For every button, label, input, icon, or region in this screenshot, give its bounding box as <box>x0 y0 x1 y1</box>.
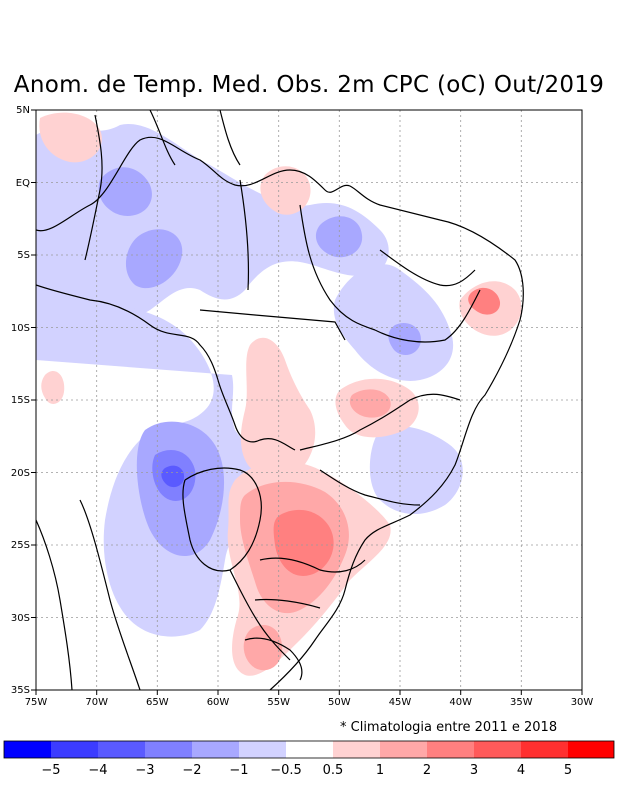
warm-anomaly-center <box>240 337 316 480</box>
map-title: Anom. de Temp. Med. Obs. 2m CPC (oC) Out… <box>13 72 605 98</box>
lon-label: 40W <box>449 697 472 708</box>
lat-label: 25S <box>11 540 30 551</box>
cold-anomaly-east <box>369 425 463 515</box>
colorbar-segment <box>4 741 51 758</box>
border-bolivia-brazil <box>199 309 346 451</box>
lat-label: 20S <box>11 468 30 479</box>
colorbar-label: −4 <box>88 763 107 778</box>
colorbar-segment <box>145 741 192 758</box>
colorbar-label: −1 <box>229 763 248 778</box>
colorbar-label: −3 <box>135 763 154 778</box>
warm-anomaly-bahia-mid <box>349 389 391 418</box>
lat-label: 10S <box>11 323 30 334</box>
lat-label: 5N <box>16 105 30 116</box>
lat-label: 15S <box>11 395 30 406</box>
border-uruguay <box>244 637 303 681</box>
tick-marks <box>31 109 583 695</box>
colorbar-segment <box>333 741 380 758</box>
colorbar-segment <box>380 741 427 758</box>
warm-anomaly-northeast-strong <box>468 287 501 315</box>
climatology-note: * Climatologia entre 2011 e 2018 <box>340 720 558 735</box>
cold-anomaly-max <box>161 465 185 488</box>
colorbar-label: 1 <box>376 763 384 778</box>
lon-label: 50W <box>328 697 351 708</box>
colorbar-label: 0.5 <box>323 763 344 778</box>
lon-label: 45W <box>389 697 412 708</box>
colorbar-segment <box>474 741 521 758</box>
lat-label: 35S <box>11 685 30 696</box>
border-brazil-states-1 <box>239 179 376 331</box>
lon-label: 60W <box>207 697 230 708</box>
colorbar-segment <box>521 741 568 758</box>
border-argentina <box>79 499 291 690</box>
warm-anomaly-rio-grande <box>243 625 283 671</box>
lon-label: 55W <box>267 697 290 708</box>
colorbar-frame <box>3 740 615 759</box>
colorbar-label: 3 <box>470 763 478 778</box>
warm-anomaly-amapa <box>260 166 311 215</box>
lon-label: 30W <box>571 697 594 708</box>
warm-anomaly-northwest <box>39 112 102 163</box>
colorbar-label: −5 <box>41 763 60 778</box>
colorbar-segment <box>98 741 145 758</box>
colorbar-label: 2 <box>423 763 431 778</box>
latitude-labels: 5N EQ 5S 10S 15S 20S 25S 30S 35S <box>11 105 30 696</box>
lon-label: 75W <box>25 697 48 708</box>
lon-label: 70W <box>85 697 108 708</box>
cold-anomaly-northeast <box>333 264 454 381</box>
border-chile <box>36 519 73 690</box>
colorbar-label: −2 <box>182 763 201 778</box>
anomaly-shading <box>36 112 522 676</box>
country-borders <box>36 110 524 690</box>
cold-anomaly-strong-6 <box>388 322 421 356</box>
border-brazil-states-3 <box>299 393 461 506</box>
border-brazil-states-2 <box>374 249 481 343</box>
coastline <box>36 136 524 690</box>
border-brazil-states-4 <box>254 557 366 609</box>
colorbar-label: −0.5 <box>270 763 302 778</box>
colorbar-label: 4 <box>517 763 525 778</box>
lat-label: 5S <box>17 250 30 261</box>
border-paraguay <box>182 467 262 572</box>
colorbar-label: 5 <box>564 763 572 778</box>
colorbar-segment <box>239 741 286 758</box>
border-peru-brazil <box>36 284 219 381</box>
colorbar-segment <box>51 741 98 758</box>
lat-label: 30S <box>11 613 30 624</box>
warm-anomaly-far-west <box>41 371 65 404</box>
colorbar-segment <box>286 741 333 758</box>
colorbar-segment <box>427 741 474 758</box>
longitude-labels: 75W 70W 65W 60W 55W 50W 45W 40W 35W 30W <box>25 697 594 708</box>
lon-label: 65W <box>146 697 169 708</box>
colorbar: −5 −4 −3 −2 −1 −0.5 0.5 1 2 3 4 5 <box>3 740 615 778</box>
colorbar-segment <box>192 741 239 758</box>
cold-anomaly-strong-2 <box>125 229 183 289</box>
colorbar-segment <box>568 741 614 758</box>
border-venezuela-colombia <box>84 110 241 261</box>
lon-label: 35W <box>510 697 533 708</box>
lat-label: EQ <box>16 178 30 189</box>
